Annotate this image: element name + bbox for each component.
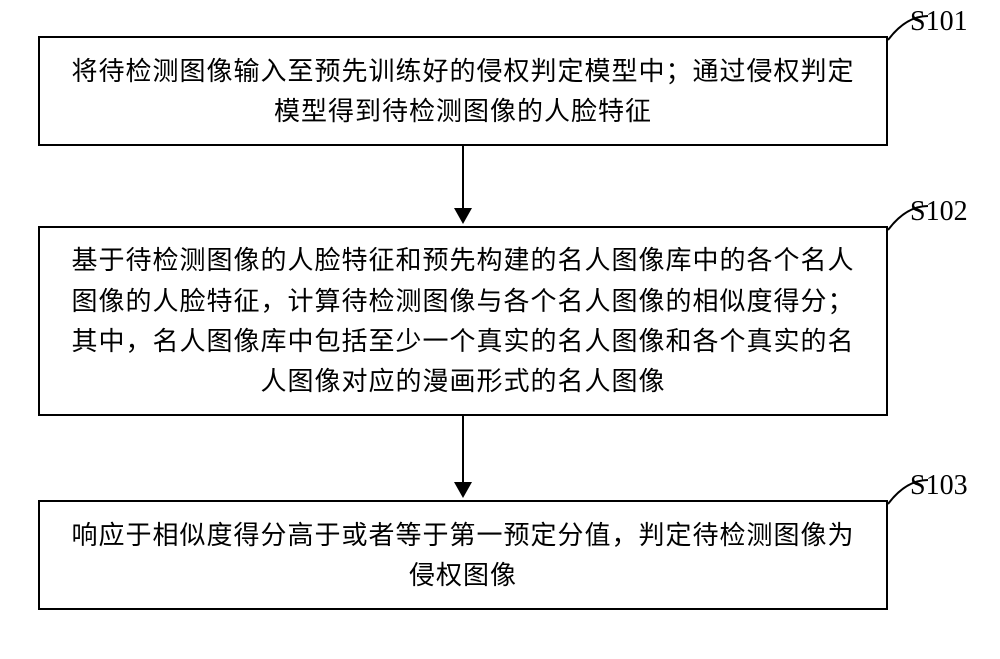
step-box-s101: 将待检测图像输入至预先训练好的侵权判定模型中；通过侵权判定模型得到待检测图像的人…: [38, 36, 888, 146]
step-label-s103: S103: [910, 470, 968, 502]
step-text-s103: 响应于相似度得分高于或者等于第一预定分值，判定待检测图像为侵权图像: [64, 515, 862, 596]
step-box-s103: 响应于相似度得分高于或者等于第一预定分值，判定待检测图像为侵权图像: [38, 500, 888, 610]
arrow-s101-s102: [462, 146, 464, 210]
step-box-s102: 基于待检测图像的人脸特征和预先构建的名人图像库中的各个名人图像的人脸特征，计算待…: [38, 226, 888, 416]
step-label-s101: S101: [910, 6, 968, 38]
arrow-head-s101-s102: [454, 208, 472, 224]
arrow-s102-s103: [462, 416, 464, 484]
step-label-s102: S102: [910, 196, 968, 228]
step-text-s101: 将待检测图像输入至预先训练好的侵权判定模型中；通过侵权判定模型得到待检测图像的人…: [64, 51, 862, 132]
arrow-head-s102-s103: [454, 482, 472, 498]
step-text-s102: 基于待检测图像的人脸特征和预先构建的名人图像库中的各个名人图像的人脸特征，计算待…: [64, 240, 862, 401]
